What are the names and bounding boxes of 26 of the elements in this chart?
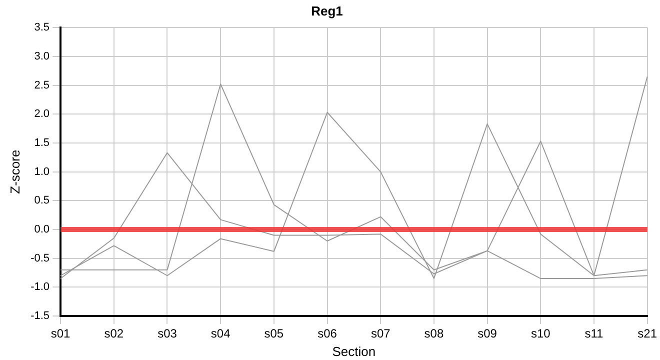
y-tick-label: -1.5 <box>30 310 50 322</box>
x-tick-label: s09 <box>478 326 498 341</box>
x-tick-label: s06 <box>318 326 338 341</box>
chart-title: Reg1 <box>311 3 343 18</box>
y-tick-label: 2.5 <box>34 79 50 92</box>
y-tick-label: 1.5 <box>34 136 50 149</box>
x-tick-label: s01 <box>50 326 71 341</box>
y-tick-label: 2.0 <box>34 108 50 120</box>
x-tick-label: s04 <box>210 326 231 341</box>
y-tick-label: -1.0 <box>30 281 50 294</box>
x-axis-title: Section <box>332 344 376 359</box>
y-axis-title: Z-score <box>7 150 22 194</box>
x-tick-label: s21 <box>638 326 658 341</box>
x-tick-label: s02 <box>104 326 124 341</box>
x-tick-label: s05 <box>264 326 284 341</box>
y-tick-label: 3.0 <box>34 50 50 62</box>
y-tick-label: 0.5 <box>34 194 50 207</box>
x-tick-label: s03 <box>158 326 178 341</box>
y-tick-label: 1.0 <box>34 166 50 178</box>
y-tick-label: 0.0 <box>34 224 50 236</box>
x-tick-label: s11 <box>584 326 604 341</box>
x-tick-label: s10 <box>530 326 551 341</box>
x-tick-label: s08 <box>424 326 444 341</box>
y-tick-label: -0.5 <box>30 252 50 264</box>
x-tick-label: s07 <box>370 326 391 341</box>
y-tick-label: 3.5 <box>34 22 50 34</box>
